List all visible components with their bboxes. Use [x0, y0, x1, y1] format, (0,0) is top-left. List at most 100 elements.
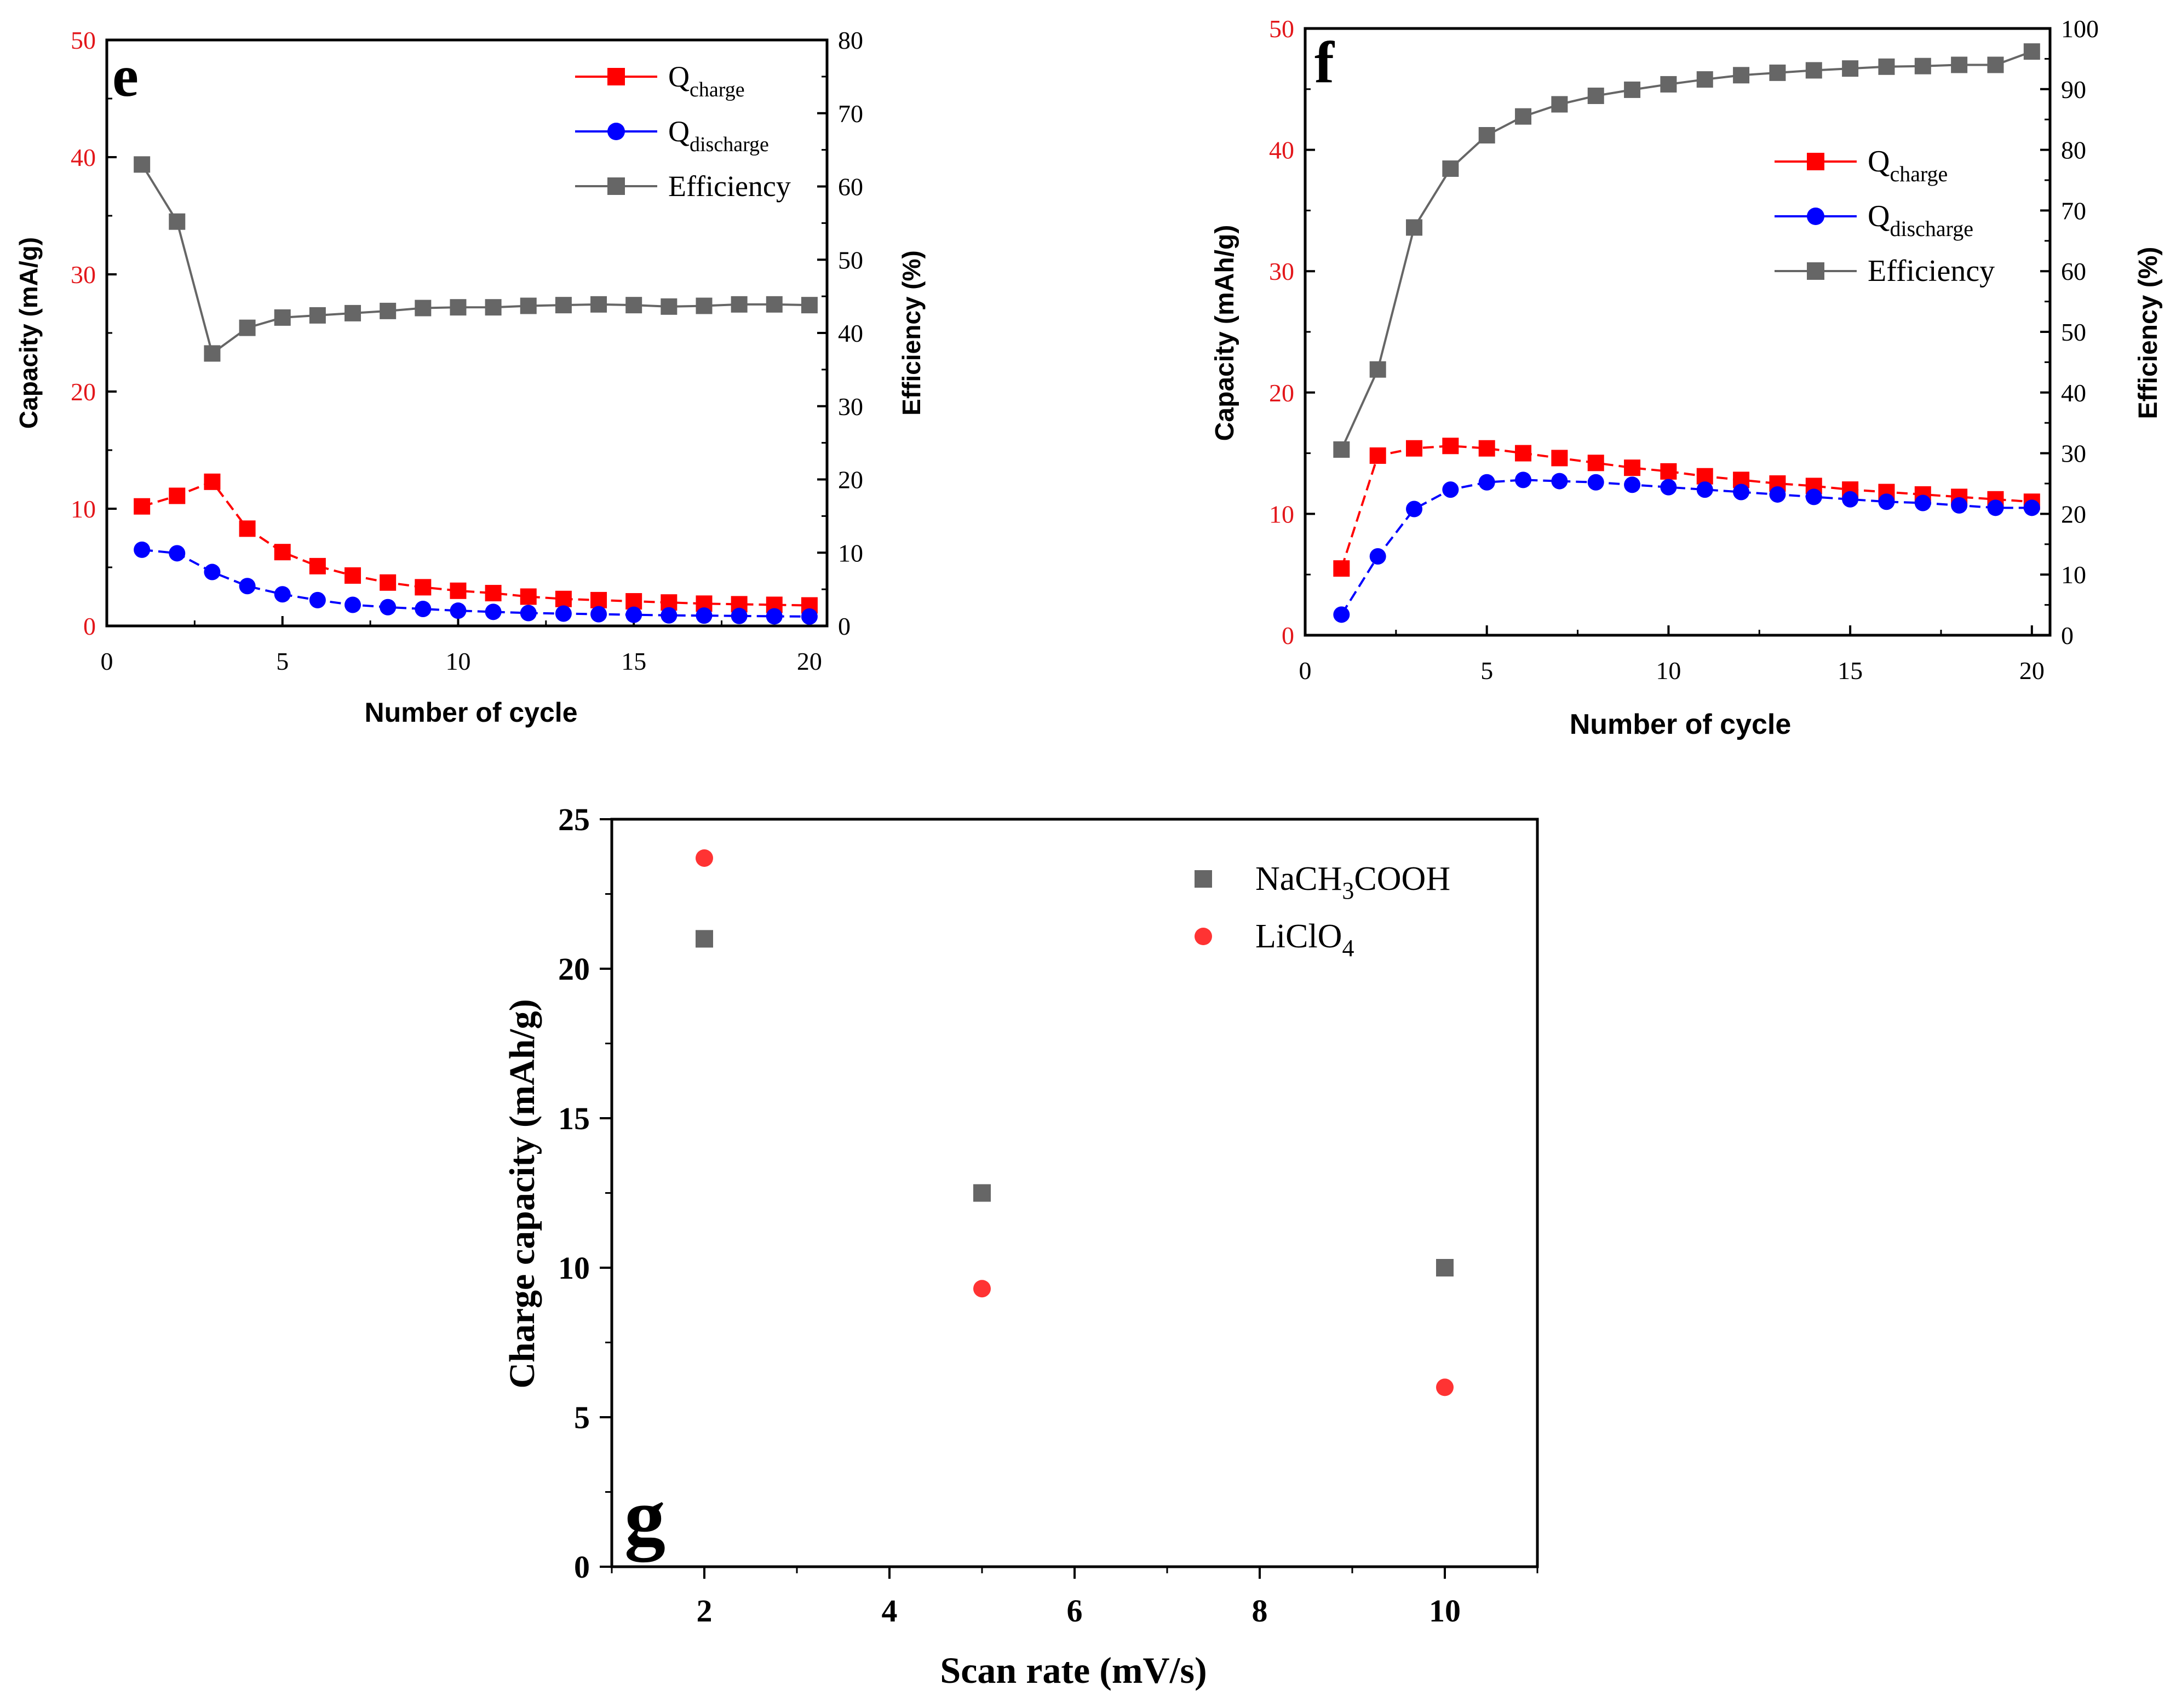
panel-e-point-qdischarge [415, 600, 432, 617]
panel-e-y2-axis-title: Efficiency (%) [897, 250, 926, 416]
panel-f-point-efficiency [1842, 60, 1859, 77]
panel-f-point-qcharge [1587, 455, 1604, 471]
panel-g-y-tick-label: 10 [558, 1250, 590, 1286]
panel-g-point-liclo4 [973, 1280, 991, 1298]
panel-e-point-qdischarge [450, 602, 467, 619]
panel-g-x-tick-label: 8 [1252, 1593, 1268, 1629]
panel-e-point-efficiency [661, 298, 678, 315]
panel-f-point-efficiency [1951, 56, 1968, 73]
panel-e-y2-tick-label: 10 [838, 539, 863, 567]
panel-e-point-efficiency [766, 296, 783, 313]
panel-f-point-efficiency [1406, 219, 1423, 236]
panel-g-point-nach3cooh [1436, 1259, 1454, 1276]
panel-f-letter: f [1314, 30, 1335, 95]
legend-label-subscript: 3 [1342, 877, 1354, 904]
panel-g-y-tick-label: 0 [574, 1549, 590, 1585]
panel-g-point-liclo4 [696, 849, 713, 867]
panel-f-point-qdischarge [1624, 476, 1641, 493]
panel-f-point-qdischarge [1914, 494, 1931, 511]
panel-e-legend-marker [607, 177, 625, 195]
panel-e-point-qdischarge [380, 599, 397, 616]
panel-f-point-qcharge [1406, 440, 1423, 457]
panel-f-point-efficiency [1551, 96, 1568, 113]
panel-e-y2-tick-label: 70 [838, 100, 863, 128]
panel-e-point-qdischarge [169, 545, 186, 562]
panel-e-point-efficiency [485, 299, 502, 316]
panel-f-x-tick-label: 10 [1656, 657, 1681, 685]
panel-f-point-efficiency [1733, 67, 1750, 84]
legend-label-subscript: charge [1890, 162, 1948, 186]
panel-e-letter: e [112, 44, 139, 109]
panel-e-point-qdischarge [274, 586, 291, 603]
panel-e-point-qdischarge [731, 607, 748, 624]
panel-g-letter: g [624, 1471, 665, 1562]
panel-e-point-efficiency [204, 345, 221, 362]
panel-f-point-qdischarge [1333, 606, 1350, 623]
panel-e-point-qcharge [134, 498, 151, 515]
panel-g-y-tick-label: 25 [558, 802, 590, 837]
panel-e-point-efficiency [309, 307, 326, 324]
panel-e-point-qdischarge [555, 605, 572, 622]
panel-f-point-efficiency [1333, 441, 1350, 458]
panel-e-y2-tick-label: 80 [838, 26, 863, 54]
panel-f-x-tick-label: 5 [1480, 657, 1493, 685]
panel-f-point-qdischarge [1515, 471, 1532, 488]
panel-f-frame [1304, 27, 2052, 637]
panel-e-y2-tick-label: 40 [838, 319, 863, 347]
panel-f-point-qcharge [1442, 438, 1459, 455]
panel-e-y-tick-label: 30 [71, 261, 96, 289]
panel-f-point-efficiency [1587, 87, 1604, 104]
panel-e-x-tick-label: 20 [797, 647, 822, 675]
panel-f-y2-tick-label: 70 [2061, 197, 2086, 225]
panel-e-y-tick-label: 50 [71, 26, 96, 54]
panel-g-y-tick-label: 20 [558, 951, 590, 987]
panel-f-point-qcharge [1624, 459, 1641, 476]
panel-f-y-tick-label: 0 [1282, 622, 1294, 649]
panel-f-point-efficiency [1660, 76, 1677, 93]
panel-e-point-qcharge [204, 473, 221, 490]
legend-label-subscript: discharge [1890, 216, 1973, 241]
panel-e-x-tick-label: 5 [276, 647, 289, 675]
panel-f-point-qdischarge [1951, 497, 1968, 514]
panel-f-y2-tick-label: 10 [2061, 561, 2086, 589]
panel-f-y2-tick-label: 100 [2061, 15, 2099, 43]
panel-f-y2-tick-label: 90 [2061, 76, 2086, 103]
panel-g-y-tick-label: 15 [558, 1101, 590, 1136]
panel-f-point-qdischarge [1406, 501, 1423, 517]
panel-e-point-efficiency [731, 296, 748, 313]
panel-g-x-tick-label: 2 [697, 1593, 713, 1629]
panel-f-y2-axis-title: Efficiency (%) [2134, 247, 2163, 419]
panel-f-point-qdischarge [2023, 499, 2040, 516]
panel-f-y-tick-label: 40 [1269, 136, 1294, 164]
panel-f-point-qcharge [1515, 445, 1532, 462]
panel-e-y2-tick-label: 20 [838, 466, 863, 494]
panel-f-y2-tick-label: 30 [2061, 440, 2086, 468]
panel-e-point-efficiency [415, 300, 432, 317]
panel-f-y-axis-title: Capacity (mAh/g) [1210, 225, 1239, 441]
panel-e-y-tick-label: 40 [71, 143, 96, 171]
panel-e-point-efficiency [520, 297, 537, 314]
panel-f-point-qdischarge [1805, 488, 1822, 505]
legend-label-base: Q [668, 60, 690, 93]
panel-e-y-tick-label: 10 [71, 495, 96, 523]
panel-f-x-tick-label: 15 [1838, 657, 1863, 685]
panel-e-x-tick-label: 10 [445, 647, 470, 675]
panel-e-point-qcharge [555, 590, 572, 607]
panel-g-point-nach3cooh [973, 1184, 991, 1202]
panel-f-point-efficiency [1624, 81, 1641, 98]
panel-e-point-qdischarge [485, 603, 502, 620]
legend-label-base: Q [1868, 199, 1890, 233]
panel-e-point-qcharge [415, 579, 432, 596]
panel-f-point-qcharge [1333, 560, 1350, 577]
panel-f-legend-marker [1807, 262, 1824, 280]
panel-f-legend-label: Qcharge [1868, 145, 1948, 186]
panel-e-point-qcharge [309, 557, 326, 574]
legend-label-base: Efficiency [668, 170, 791, 203]
panel-e-point-efficiency [345, 304, 361, 321]
panel-e-point-qcharge [450, 582, 467, 599]
panel-f-point-qcharge [1478, 440, 1495, 457]
panel-f-x-tick-label: 0 [1299, 657, 1312, 685]
panel-f-point-efficiency [1442, 160, 1459, 177]
